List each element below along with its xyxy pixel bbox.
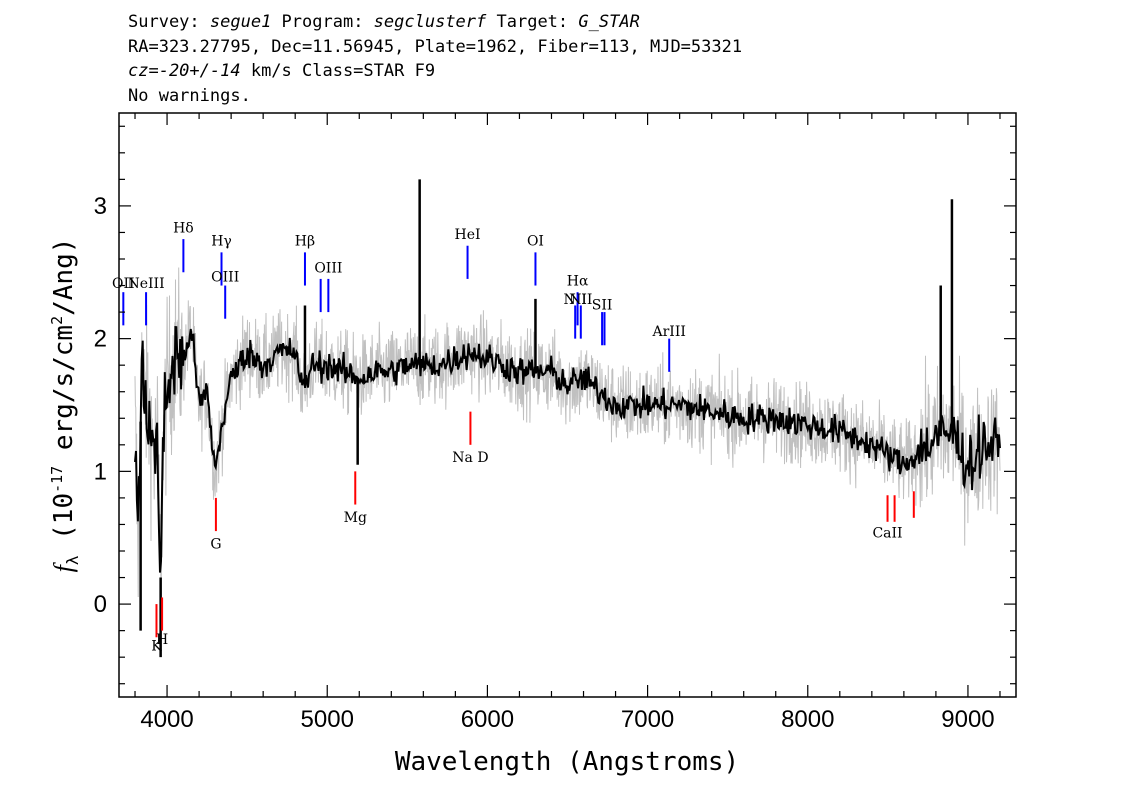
header-line-survey: Survey: segue1 Program: segclusterf Targ… xyxy=(128,10,742,35)
emission-label-H-delta: Hδ xyxy=(173,220,194,236)
x-tick-label-4000: 4000 xyxy=(140,706,193,733)
y-axis-title-mid: erg/s/cm xyxy=(49,325,79,466)
emission-label-OIII-4363: OIII xyxy=(211,270,239,286)
x-tick-label-7000: 7000 xyxy=(621,706,674,733)
x-tick-label-9000: 9000 xyxy=(941,706,994,733)
y-axis-title-sq: 2 xyxy=(48,316,66,325)
absorption-label-K: K xyxy=(151,639,162,655)
emission-label-OII: OII xyxy=(112,276,135,292)
redshift-value: cz=-20+/-14 xyxy=(128,61,241,81)
program-value: segclusterf xyxy=(373,12,487,32)
emission-label-OI: OI xyxy=(527,234,544,250)
header-line-redshift: cz=-20+/-14 km/s Class=STAR F9 xyxy=(128,59,742,84)
absorption-label-CaII-8498: CaII xyxy=(872,526,902,542)
emission-label-H-gamma: Hγ xyxy=(211,234,232,250)
emission-label-SII-6716: SII xyxy=(592,297,613,313)
y-tick-label-1: 1 xyxy=(94,458,107,485)
y-axis-title-exp: -17 xyxy=(48,466,66,493)
absorption-label-G: G xyxy=(210,536,221,552)
emission-label-HeI: HeI xyxy=(455,227,481,243)
emission-label-H-alpha: Hα xyxy=(567,274,589,290)
absorption-label-Mg: Mg xyxy=(344,510,367,526)
header-line-coordinates: RA=323.27795, Dec=11.56945, Plate=1962, … xyxy=(128,36,743,57)
header-line-warnings: No warnings. xyxy=(128,85,251,106)
x-axis-title: Wavelength (Angstroms) xyxy=(395,747,739,777)
y-tick-label-3: 3 xyxy=(94,193,107,220)
emission-label-ArIII: ArIII xyxy=(652,324,686,340)
emission-label-NII-6548: NII xyxy=(564,292,587,308)
program-label: Program: xyxy=(271,12,374,32)
x-tick-label-6000: 6000 xyxy=(461,706,514,733)
target-label: Target: xyxy=(486,12,579,32)
absorption-label-H: H xyxy=(156,632,168,648)
emission-label-NeIII: NeIII xyxy=(127,276,164,292)
class-value: km/s Class=STAR F9 xyxy=(240,61,436,81)
x-tick-label-8000: 8000 xyxy=(781,706,834,733)
survey-label: Survey: xyxy=(128,12,210,32)
target-value: G_STAR xyxy=(578,12,640,32)
plot-frame xyxy=(118,112,1017,698)
x-tick-label-5000: 5000 xyxy=(301,706,354,733)
emission-label-NII-6583: NII xyxy=(569,292,592,308)
y-tick-label-2: 2 xyxy=(94,326,107,353)
y-axis-title-lambda: λ xyxy=(63,555,82,565)
absorption-label-Na-D: Na D xyxy=(452,450,488,466)
smoothed-flux-line xyxy=(134,325,1001,573)
spectrum-header: Survey: segue1 Program: segclusterf Targ… xyxy=(128,10,742,108)
axis-ticks: 4000 5000 6000 7000 8000 9000 0 1 2 3 xyxy=(94,113,1016,733)
y-axis-title-close: /Ang) xyxy=(49,238,79,316)
y-tick-label-0: 0 xyxy=(94,591,107,618)
emission-label-H-beta: Hβ xyxy=(295,234,315,250)
y-axis-title: fλ (10-17 erg/s/cm2/Ang) xyxy=(48,238,82,573)
smoothed-flux-series xyxy=(134,179,1001,658)
emission-label-OIII-5007: OIII xyxy=(314,260,342,276)
y-axis-title-open: (10 xyxy=(49,493,79,556)
survey-value: segue1 xyxy=(209,12,272,32)
y-axis-title-f: f xyxy=(49,561,78,572)
